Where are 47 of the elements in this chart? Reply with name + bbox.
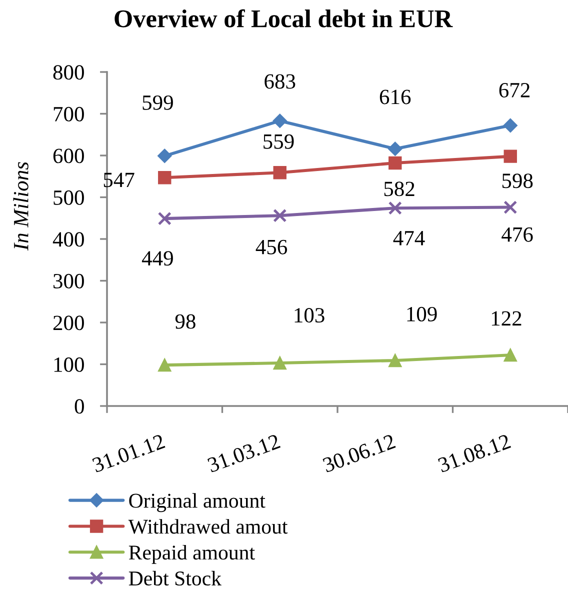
y-tick-label: 300: [54, 274, 84, 288]
point: [388, 354, 402, 368]
y-tick-label: 700: [54, 106, 84, 122]
point: [273, 166, 286, 180]
data-label: 449: [142, 251, 173, 266]
y-tick-label: 400: [52, 232, 84, 247]
y-tick-label: 0: [74, 399, 84, 414]
legend-label: Withdrawed amout: [128, 519, 288, 534]
point: [158, 171, 172, 184]
point: [158, 148, 172, 163]
point: [158, 358, 172, 372]
point: [273, 356, 286, 370]
data-label: 474: [393, 231, 425, 246]
point: [504, 200, 518, 214]
data-label: 582: [384, 182, 414, 196]
point: [388, 201, 402, 215]
data-label: 456: [256, 240, 288, 254]
data-label: 476: [502, 227, 533, 242]
point: [504, 348, 517, 362]
data-label: 672: [499, 83, 530, 98]
legend-label: Original amount: [129, 493, 266, 512]
legend-label: Debt Stock: [128, 570, 222, 586]
y-tick-label: 800: [53, 65, 84, 80]
point: [272, 114, 287, 128]
point: [503, 118, 518, 133]
data-label: 683: [264, 74, 296, 89]
data-label: 98: [175, 314, 196, 329]
point: [388, 142, 402, 156]
y-tick-label: 200: [53, 316, 84, 330]
y-tick-label: 600: [53, 148, 84, 164]
data-label: 616: [380, 90, 411, 104]
y-tick-label: 100: [54, 357, 84, 372]
legend-label: Repaid amount: [128, 544, 255, 564]
data-label: 109: [407, 306, 437, 322]
point: [504, 150, 517, 163]
data-label: 559: [264, 134, 294, 149]
data-label: 547: [104, 172, 134, 188]
y-tick-label: 500: [54, 190, 84, 205]
point: [388, 156, 402, 170]
point: [158, 212, 172, 226]
y-axis-title: In Milions: [13, 162, 28, 251]
data-label: 598: [502, 174, 533, 188]
point: [273, 208, 287, 222]
data-label: 599: [142, 95, 173, 110]
data-label: 103: [294, 308, 324, 323]
chart-title: Overview of Local debt in EUR: [114, 9, 453, 28]
data-label: 122: [492, 311, 522, 326]
